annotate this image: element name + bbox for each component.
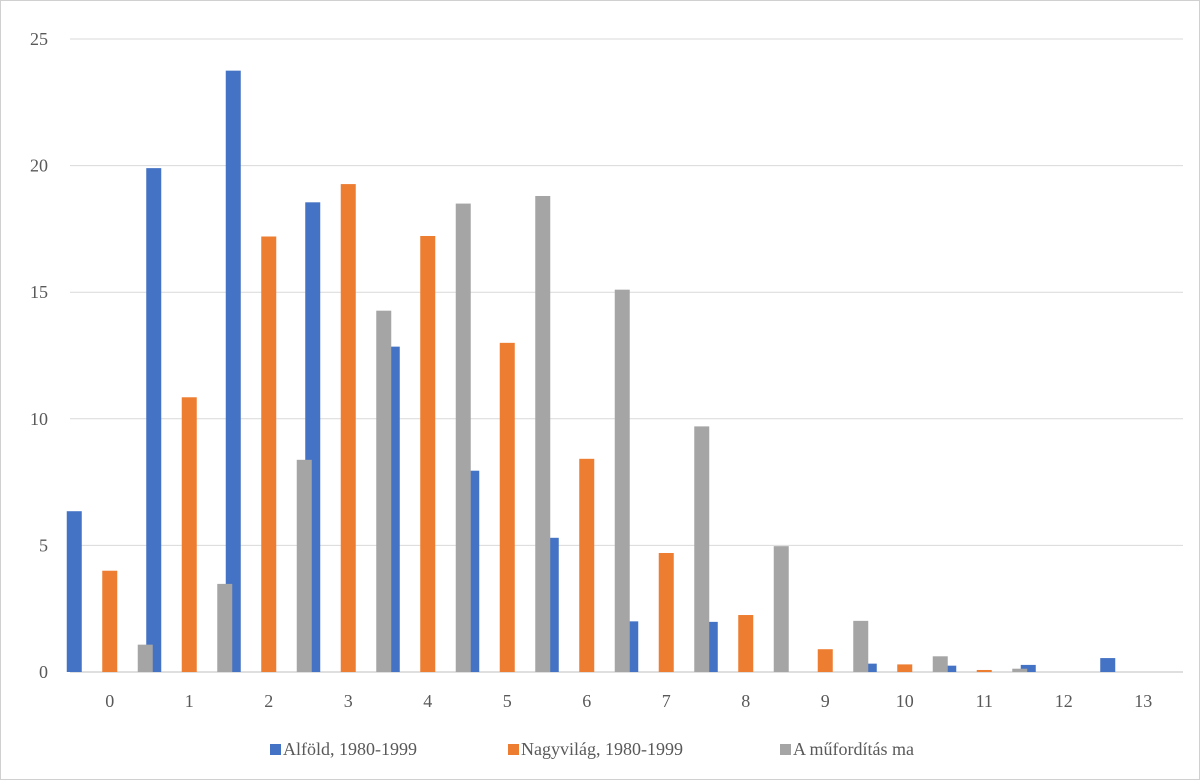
- bar: [225, 70, 241, 672]
- bar: [146, 168, 162, 672]
- bar: [261, 236, 277, 672]
- bar: [102, 570, 118, 672]
- x-tick-label: 12: [1055, 691, 1073, 711]
- x-tick-label: 10: [896, 691, 914, 711]
- y-tick-label: 20: [30, 156, 48, 176]
- bar: [181, 397, 197, 672]
- x-tick-label: 0: [105, 691, 114, 711]
- gridlines: [70, 38, 1183, 673]
- bar: [66, 511, 82, 672]
- bar: [499, 342, 515, 672]
- legend-label: Nagyvilág, 1980-1999: [521, 739, 683, 759]
- x-tick-label: 4: [423, 691, 432, 711]
- bar: [738, 615, 754, 672]
- bar: [296, 459, 312, 672]
- legend-swatch: [508, 744, 519, 755]
- bar: [853, 620, 869, 672]
- bar: [1020, 664, 1036, 672]
- x-tick-label: 11: [976, 691, 993, 711]
- bar: [455, 203, 471, 672]
- x-tick-label: 7: [662, 691, 671, 711]
- y-axis-ticks: 0 5 10 15 20 25: [30, 29, 48, 682]
- bar: [1100, 658, 1116, 672]
- x-tick-label: 1: [185, 691, 194, 711]
- legend-label: Alföld, 1980-1999: [283, 739, 417, 759]
- bar: [137, 644, 153, 672]
- bar: [658, 552, 674, 672]
- bar: [535, 195, 551, 672]
- x-tick-label: 3: [344, 691, 353, 711]
- bar: [773, 546, 789, 672]
- y-tick-label: 0: [39, 662, 48, 682]
- bars: [66, 70, 1116, 672]
- x-tick-label: 2: [264, 691, 273, 711]
- bar: [932, 656, 948, 672]
- legend-swatch: [780, 744, 791, 755]
- bar: [694, 426, 710, 672]
- x-tick-label: 5: [503, 691, 512, 711]
- x-tick-label: 8: [741, 691, 750, 711]
- bar: [817, 649, 833, 672]
- x-tick-label: 9: [821, 691, 830, 711]
- y-tick-label: 15: [30, 282, 48, 302]
- x-tick-label: 13: [1134, 691, 1152, 711]
- bar: [976, 669, 992, 672]
- legend-label: A műfordítás ma: [793, 739, 914, 759]
- bar: [579, 458, 595, 672]
- bar: [1012, 668, 1028, 672]
- legend-swatch: [270, 744, 281, 755]
- bar: [340, 184, 356, 672]
- x-axis-ticks: 0 1 2 3 4 5 6 7 8 9 10 11 12 13: [105, 691, 1152, 711]
- bar: [861, 663, 877, 672]
- bar: [897, 664, 913, 672]
- y-tick-label: 10: [30, 409, 48, 429]
- bar: [376, 310, 392, 672]
- y-tick-label: 25: [30, 29, 48, 49]
- y-tick-label: 5: [39, 535, 48, 555]
- legend: Alföld, 1980-1999 Nagyvilág, 1980-1999 A m…: [270, 739, 914, 759]
- bar: [217, 583, 233, 672]
- bar: [941, 665, 957, 672]
- x-tick-label: 6: [582, 691, 591, 711]
- bar: [420, 235, 436, 672]
- bar: [614, 289, 630, 672]
